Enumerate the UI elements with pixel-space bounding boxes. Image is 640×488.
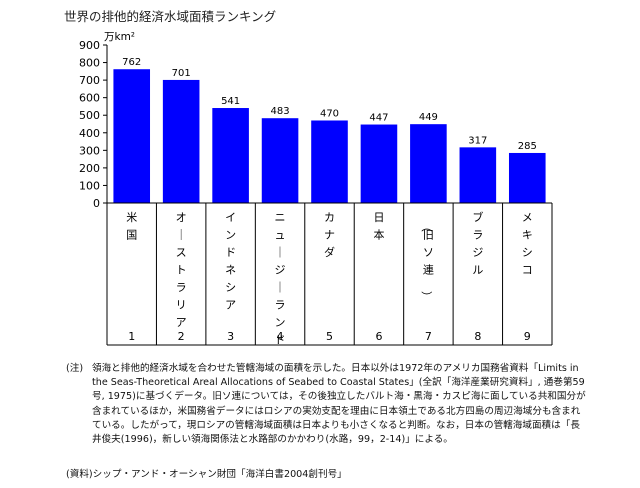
data-label: 701	[172, 68, 191, 79]
category-label: 米国	[126, 211, 137, 242]
data-label: 447	[369, 113, 388, 124]
data-label: 541	[221, 96, 240, 107]
y-tick-label: 600	[79, 92, 100, 105]
category-label: ブラジル	[472, 210, 483, 277]
rank-number: 1	[128, 330, 135, 343]
y-tick-label: 0	[93, 197, 100, 210]
bar	[410, 124, 447, 203]
data-label: 449	[419, 112, 438, 123]
y-tick-label: 500	[79, 109, 100, 122]
bar	[162, 79, 200, 203]
y-tick-label: 400	[79, 127, 100, 140]
category-label: （旧ソ連）	[420, 221, 434, 302]
bar	[508, 152, 546, 203]
category-label: ニュ｜ジ｜ランド	[275, 211, 286, 347]
chart-title: 世界の排他的経済水域面積ランキング	[64, 9, 277, 24]
data-label: 317	[468, 135, 487, 146]
data-label: 470	[320, 108, 339, 119]
category-label: オ｜ストラリア	[176, 211, 187, 329]
rank-number: 8	[474, 330, 481, 343]
y-tick-label: 200	[79, 162, 100, 175]
y-tick-label: 900	[79, 39, 100, 52]
data-label: 483	[271, 106, 290, 117]
source-note: (資料)シップ・アンド・オーシャン財団「海洋白書2004創刊号」	[66, 469, 347, 480]
rank-number: 4	[277, 330, 284, 343]
rank-number: 7	[425, 330, 432, 343]
y-tick-label: 300	[79, 144, 100, 157]
bar	[311, 120, 348, 203]
rank-number: 3	[227, 330, 234, 343]
bar	[360, 124, 398, 203]
rank-number: 9	[524, 330, 531, 343]
bar	[261, 118, 299, 203]
footnote-text: 領海と排他的経済水域を合わせた管轄海域の面積を示した。日本以外は1972年のアメ…	[92, 363, 586, 446]
rank-number: 2	[178, 330, 185, 343]
y-tick-label: 800	[79, 57, 100, 70]
rank-number: 6	[375, 330, 382, 343]
bar	[212, 108, 249, 203]
category-label: メキシコ	[522, 211, 533, 277]
data-label: 285	[518, 141, 537, 152]
y-tick-label: 700	[79, 74, 100, 87]
footnote: (注) 領海と排他的経済水域を合わせた管轄海域の面積を示した。日本以外は1972…	[66, 362, 586, 447]
category-label: 日本	[373, 211, 384, 242]
bar	[113, 69, 151, 203]
footnote-label: (注)	[66, 363, 84, 374]
y-tick-label: 100	[79, 179, 100, 192]
y-axis-unit-label: 万km²	[104, 31, 135, 43]
rank-number: 5	[326, 330, 333, 343]
bar	[459, 147, 497, 203]
data-label: 762	[122, 57, 141, 68]
category-label: カナダ	[324, 211, 335, 259]
category-label: インドネシア	[225, 211, 236, 312]
